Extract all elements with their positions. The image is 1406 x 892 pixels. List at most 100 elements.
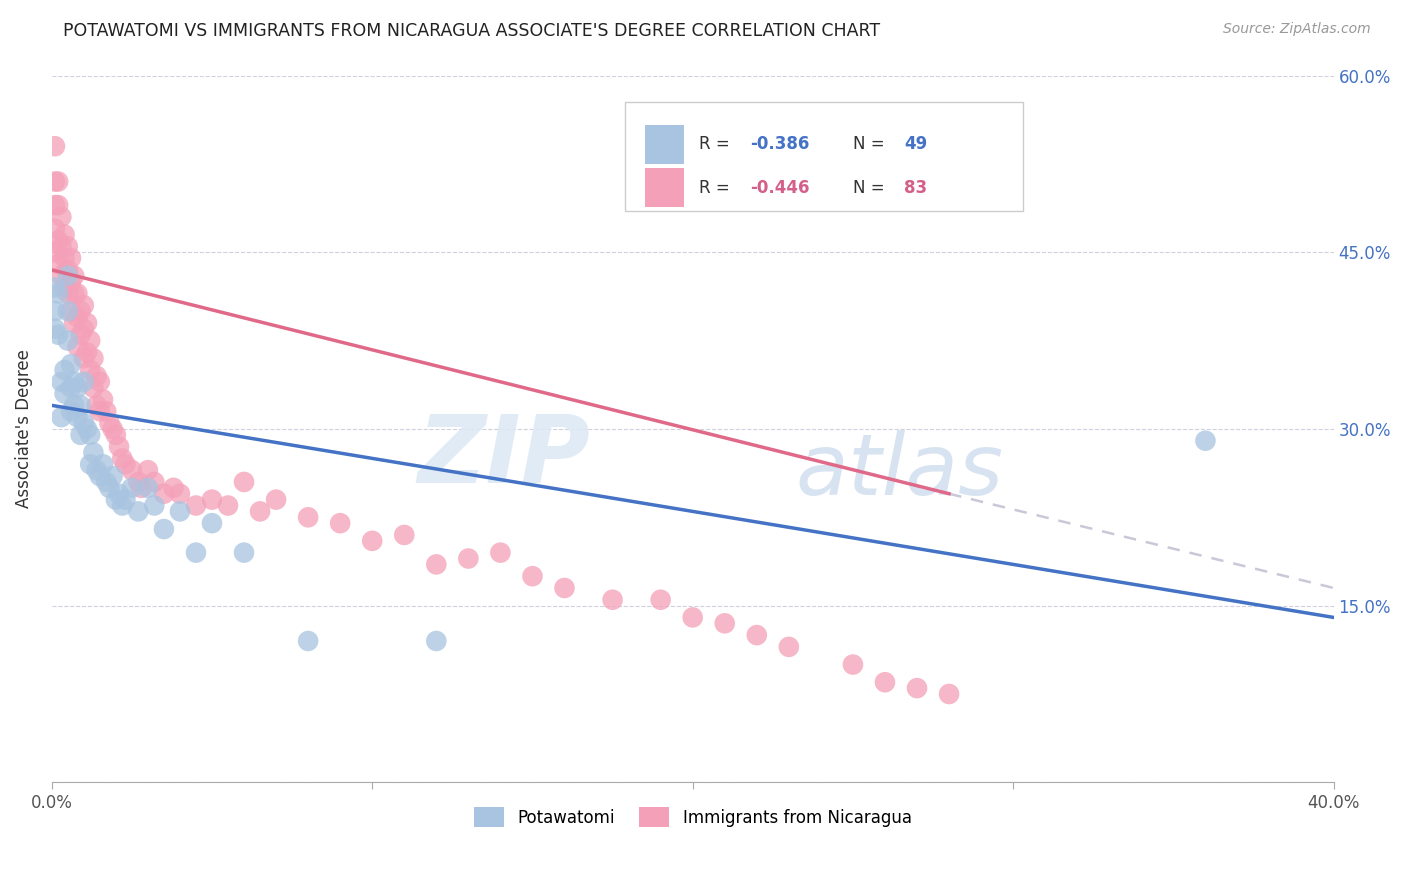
Point: [46, 198, 69, 212]
Point: [63, 398, 86, 412]
Point: [46, 175, 69, 189]
Text: -0.446: -0.446: [751, 178, 810, 197]
Point: [44, 139, 66, 153]
Point: [59, 381, 82, 395]
Point: [86, 463, 108, 477]
Point: [425, 634, 447, 648]
Point: [44, 304, 66, 318]
Point: [297, 634, 319, 648]
Point: [44, 322, 66, 336]
Point: [169, 487, 191, 501]
Point: [59, 357, 82, 371]
Point: [127, 504, 149, 518]
Point: [127, 475, 149, 489]
Point: [201, 492, 224, 507]
Point: [489, 546, 512, 560]
FancyBboxPatch shape: [624, 102, 1024, 211]
Text: 49: 49: [904, 135, 928, 153]
Point: [89, 469, 111, 483]
Point: [457, 551, 479, 566]
Point: [66, 286, 89, 301]
Point: [44, 198, 66, 212]
Point: [121, 463, 143, 477]
Point: [86, 398, 108, 412]
Point: [46, 234, 69, 248]
Point: [111, 499, 134, 513]
Point: [79, 457, 101, 471]
Point: [69, 398, 91, 412]
Point: [79, 363, 101, 377]
Point: [73, 416, 96, 430]
Point: [169, 504, 191, 518]
Point: [938, 687, 960, 701]
Point: [136, 463, 159, 477]
Point: [114, 492, 136, 507]
Point: [51, 239, 73, 253]
Point: [59, 404, 82, 418]
Point: [82, 351, 104, 366]
Point: [114, 457, 136, 471]
Point: [66, 310, 89, 324]
Point: [522, 569, 544, 583]
Point: [121, 481, 143, 495]
Point: [98, 481, 121, 495]
Point: [56, 304, 79, 318]
Point: [73, 322, 96, 336]
Point: [44, 175, 66, 189]
Point: [108, 487, 131, 501]
Point: [108, 440, 131, 454]
Text: N =: N =: [853, 135, 890, 153]
Point: [44, 221, 66, 235]
Point: [89, 404, 111, 418]
Point: [59, 251, 82, 265]
Point: [842, 657, 865, 672]
Point: [873, 675, 896, 690]
Text: -0.386: -0.386: [751, 135, 810, 153]
Point: [91, 457, 114, 471]
Point: [46, 286, 69, 301]
Point: [76, 345, 98, 359]
Point: [91, 392, 114, 407]
Point: [56, 239, 79, 253]
Point: [1194, 434, 1216, 448]
Point: [79, 427, 101, 442]
Point: [143, 499, 166, 513]
Point: [51, 375, 73, 389]
Point: [184, 546, 207, 560]
Point: [602, 592, 624, 607]
Point: [153, 487, 176, 501]
Point: [82, 445, 104, 459]
Point: [63, 268, 86, 283]
Legend: Potawatomi, Immigrants from Nicaragua: Potawatomi, Immigrants from Nicaragua: [467, 800, 918, 834]
Point: [69, 327, 91, 342]
Point: [73, 298, 96, 312]
Point: [56, 268, 79, 283]
Point: [297, 510, 319, 524]
Text: N =: N =: [853, 178, 890, 197]
Point: [101, 469, 124, 483]
Point: [162, 481, 184, 495]
Point: [650, 592, 672, 607]
Point: [96, 404, 118, 418]
Point: [394, 528, 416, 542]
Point: [249, 504, 271, 518]
Text: atlas: atlas: [796, 430, 1004, 513]
Point: [89, 375, 111, 389]
Point: [44, 280, 66, 294]
Point: [104, 427, 127, 442]
Point: [82, 381, 104, 395]
Point: [63, 375, 86, 389]
Point: [233, 475, 256, 489]
Point: [101, 422, 124, 436]
Point: [745, 628, 768, 642]
Point: [69, 304, 91, 318]
Point: [553, 581, 575, 595]
Point: [104, 492, 127, 507]
Text: Source: ZipAtlas.com: Source: ZipAtlas.com: [1223, 22, 1371, 37]
Text: 83: 83: [904, 178, 928, 197]
Point: [51, 210, 73, 224]
Point: [51, 410, 73, 425]
Point: [63, 316, 86, 330]
Point: [69, 427, 91, 442]
Point: [96, 475, 118, 489]
